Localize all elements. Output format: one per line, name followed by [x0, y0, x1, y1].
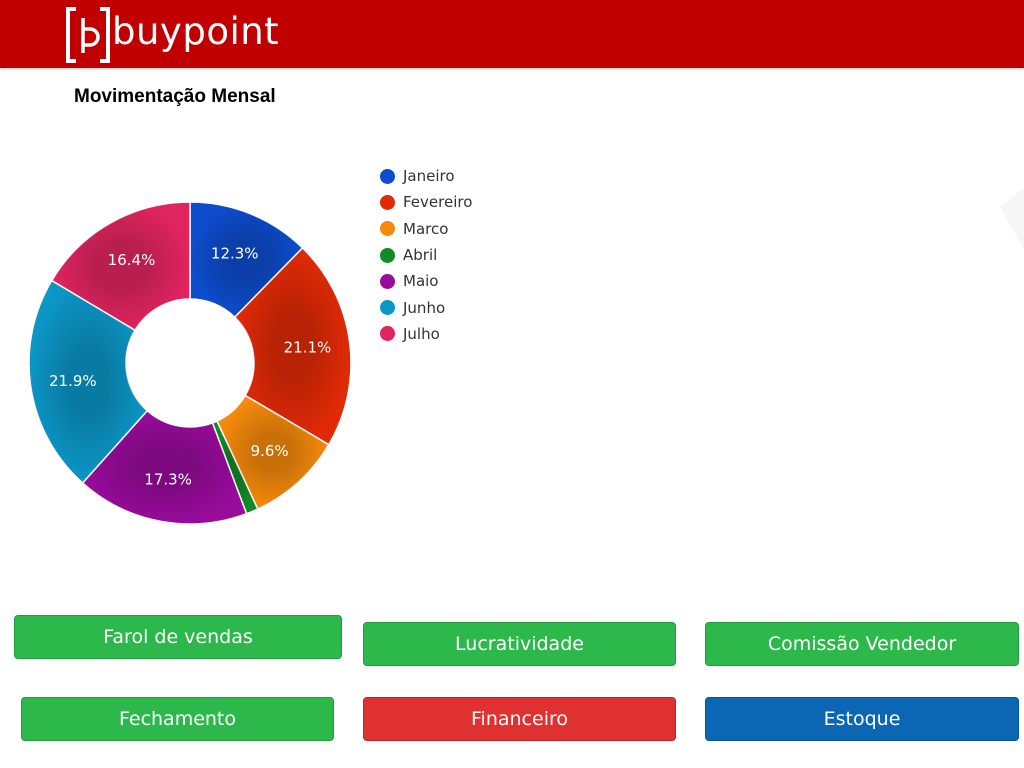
legend-label: Janeiro — [403, 167, 455, 186]
legend-item-janeiro[interactable]: Janeiro — [380, 163, 472, 189]
comissao-vendedor-button[interactable]: Comissão Vendedor — [705, 622, 1019, 666]
chart-legend: Janeiro Fevereiro Marco Abril Maio Junho Julho — [380, 163, 472, 347]
slice-label-julho: 16.4% — [108, 251, 156, 269]
financeiro-button[interactable]: Financeiro — [363, 697, 676, 741]
legend-label: Junho — [403, 298, 446, 317]
legend-label: Abril — [403, 246, 438, 265]
slice-label-marco: 9.6% — [251, 442, 289, 460]
legend-item-marco[interactable]: Marco — [380, 216, 472, 242]
legend-label: Maio — [403, 272, 439, 291]
lucratividade-button[interactable]: Lucratividade — [363, 622, 676, 666]
logo-text[interactable]: buypoint — [112, 10, 280, 53]
legend-item-fevereiro[interactable]: Fevereiro — [380, 189, 472, 215]
slice-label-janeiro: 12.3% — [211, 244, 259, 262]
bracket-b-logo-icon[interactable] — [64, 5, 114, 65]
slice-label-fevereiro: 21.1% — [284, 338, 332, 356]
legend-label: Marco — [403, 219, 449, 238]
legend-item-junho[interactable]: Junho — [380, 294, 472, 320]
legend-label: Fevereiro — [403, 193, 473, 212]
legend-dot-icon — [380, 168, 395, 184]
slice-label-junho: 21.9% — [49, 372, 97, 390]
side-decoration — [1000, 188, 1024, 250]
legend-label: Julho — [403, 324, 440, 343]
legend-dot-icon — [380, 326, 395, 342]
legend-item-abril[interactable]: Abril — [380, 242, 472, 268]
farol-de-vendas-button[interactable]: Farol de vendas — [14, 615, 342, 659]
donut-chart: 12.3% 21.1% 9.6% 17.3% 21.9% 16.4% — [28, 201, 352, 525]
legend-dot-icon — [380, 300, 395, 316]
estoque-button[interactable]: Estoque — [705, 697, 1019, 741]
legend-item-maio[interactable]: Maio — [380, 268, 472, 294]
fechamento-button[interactable]: Fechamento — [21, 697, 334, 741]
legend-dot-icon — [380, 194, 395, 210]
legend-dot-icon — [380, 273, 395, 289]
chart-title: Movimentação Mensal — [74, 86, 276, 107]
legend-dot-icon — [380, 247, 395, 263]
legend-item-julho[interactable]: Julho — [380, 321, 472, 347]
slice-label-maio: 17.3% — [144, 470, 192, 488]
legend-dot-icon — [380, 221, 395, 237]
top-bar: buypoint — [0, 0, 1024, 68]
